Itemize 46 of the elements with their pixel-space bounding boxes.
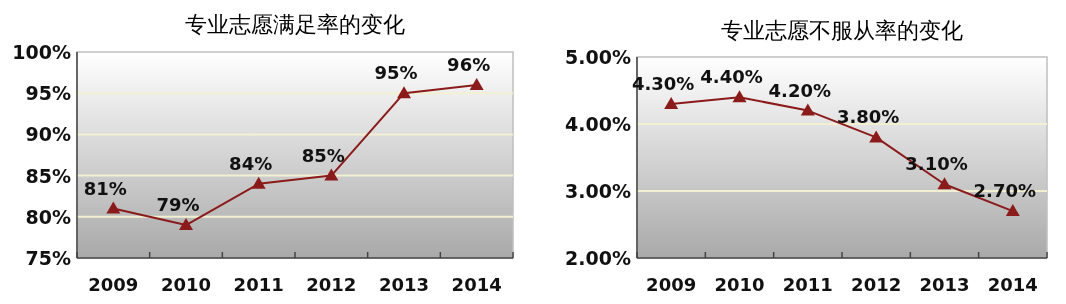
point bbox=[106, 201, 121, 214]
x-tick-label: 2010 bbox=[714, 274, 765, 295]
data-label: 81% bbox=[83, 177, 127, 199]
data-label: 2.70% bbox=[973, 180, 1037, 202]
y-tick-label: 80% bbox=[25, 205, 71, 228]
y-tick-label: 5.00% bbox=[565, 46, 631, 68]
y-tick-label: 100% bbox=[12, 41, 71, 63]
x-tick-label: 2013 bbox=[919, 274, 970, 295]
x-tick-label: 2010 bbox=[160, 274, 212, 295]
y-tick-label: 95% bbox=[25, 82, 71, 105]
point bbox=[324, 168, 339, 181]
data-label: 3.80% bbox=[836, 106, 900, 128]
y-tick-label: 90% bbox=[25, 123, 71, 146]
data-label: 84% bbox=[229, 152, 273, 174]
x-tick-label: 2011 bbox=[782, 274, 833, 295]
chart-title: 专业志愿不服从率的变化 bbox=[721, 18, 963, 43]
x-tick-label: 2012 bbox=[851, 274, 902, 295]
x-tick-label: 2014 bbox=[451, 274, 502, 295]
point bbox=[869, 130, 884, 143]
point bbox=[732, 90, 747, 103]
y-tick-label: 3.00% bbox=[565, 180, 631, 202]
point bbox=[1005, 204, 1020, 217]
point bbox=[800, 103, 815, 116]
point bbox=[397, 86, 411, 99]
data-label: 96% bbox=[447, 53, 491, 75]
x-tick-label: 2013 bbox=[378, 274, 430, 295]
data-label: 95% bbox=[374, 62, 418, 84]
point bbox=[251, 176, 266, 189]
data-label: 79% bbox=[156, 194, 200, 216]
y-tick-label: 2.00% bbox=[565, 247, 631, 269]
x-tick-label: 2009 bbox=[88, 274, 139, 295]
x-tick-label: 2014 bbox=[987, 274, 1038, 295]
data-label: 85% bbox=[301, 144, 345, 166]
chart-title: 专业志愿满足率的变化 bbox=[185, 12, 405, 37]
point bbox=[469, 77, 484, 90]
point bbox=[937, 177, 952, 190]
y-tick-label: 85% bbox=[25, 164, 71, 187]
y-tick-label: 75% bbox=[25, 247, 71, 269]
x-tick-label: 2009 bbox=[646, 274, 697, 295]
x-tick-label: 2011 bbox=[233, 274, 284, 295]
point bbox=[664, 96, 679, 109]
x-tick-label: 2012 bbox=[306, 274, 357, 295]
data-label: 4.40% bbox=[700, 66, 763, 88]
y-tick-label: 4.00% bbox=[565, 113, 631, 135]
point bbox=[179, 218, 193, 231]
data-label: 4.20% bbox=[768, 79, 832, 101]
